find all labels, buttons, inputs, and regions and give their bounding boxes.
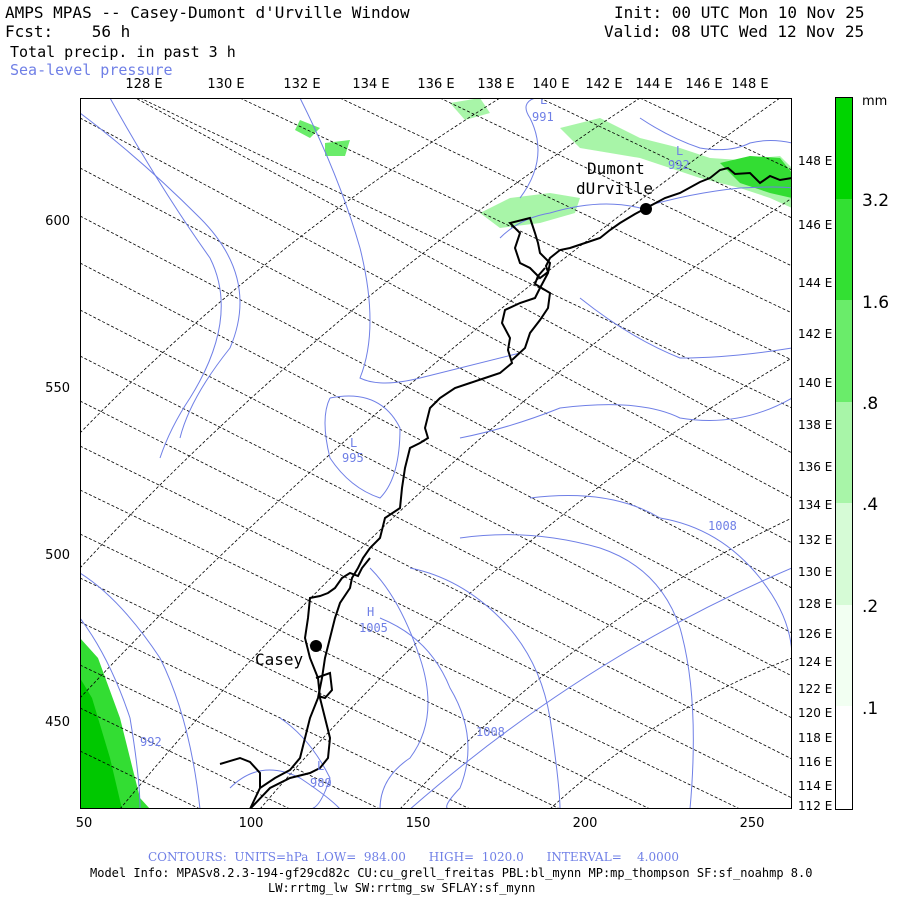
contour-info: CONTOURS: UNITS=hPa LOW= 984.00 HIGH= 10…	[148, 850, 679, 864]
right-tick: 124 E	[798, 655, 833, 669]
forecast-hour: Fcst: 56 h	[5, 22, 131, 41]
right-tick: 118 E	[798, 731, 833, 745]
precip-colorbar	[835, 97, 853, 810]
field-precip-label: Total precip. in past 3 h	[10, 43, 236, 61]
colorbar-label: 3.2	[862, 191, 890, 211]
bottom-tick: 250	[739, 816, 765, 831]
left-tick: 500	[45, 548, 70, 563]
field-slp-label: Sea-level pressure	[10, 61, 173, 79]
bottom-tick: 150	[405, 816, 431, 831]
pressure-center-value: 989	[310, 776, 332, 790]
colorbar-label: .1	[862, 699, 879, 719]
right-tick: 126 E	[798, 627, 833, 641]
right-tick: 138 E	[798, 418, 833, 432]
precip-area-north	[480, 193, 580, 228]
pressure-center-value: 992	[668, 158, 690, 172]
top-tick: 138 E	[477, 77, 515, 92]
top-tick: 144 E	[635, 77, 673, 92]
isobar-label: 1008	[708, 519, 737, 533]
precip-patch	[450, 98, 490, 120]
isobar-label: 1008	[476, 725, 505, 739]
colorbar-segment	[836, 605, 852, 706]
right-tick: 146 E	[798, 218, 833, 232]
top-tick: 134 E	[352, 77, 390, 92]
colorbar-segment	[836, 402, 852, 503]
right-tick: 140 E	[798, 376, 833, 390]
right-tick: 130 E	[798, 565, 833, 579]
model-info-physics: LW:rrtmg_lw SW:rrtmg_sw SFLAY:sf_mynn	[268, 881, 536, 895]
dumont-durville-station-marker[interactable]	[640, 203, 652, 215]
pressure-center-symbol: L	[676, 144, 683, 158]
right-tick: 144 E	[798, 276, 833, 290]
top-tick: 148 E	[731, 77, 769, 92]
top-tick: 130 E	[207, 77, 245, 92]
colorbar-segment	[836, 199, 852, 300]
colorbar-segment	[836, 300, 852, 402]
pressure-center-symbol: L	[350, 436, 357, 450]
colorbar-segment	[836, 706, 852, 809]
pressure-center-symbol: L	[540, 98, 547, 107]
map-frame	[80, 98, 792, 809]
colorbar-unit: mm	[862, 94, 888, 109]
precip-patch	[295, 120, 320, 138]
dumont-durville-label-line1: Dumont	[587, 159, 645, 178]
right-tick: 122 E	[798, 682, 833, 696]
right-tick: 112 E	[798, 799, 833, 813]
colorbar-label: .2	[862, 597, 879, 617]
map-title: AMPS MPAS -- Casey-Dumont d'Urville Wind…	[5, 3, 410, 22]
bottom-tick: 100	[238, 816, 264, 831]
valid-time: Valid: 08 UTC Wed 12 Nov 25	[604, 22, 865, 41]
pressure-center-symbol: L	[317, 759, 324, 773]
dumont-durville-label-line2: dUrville	[576, 179, 653, 198]
pressure-center-value: 1005	[359, 621, 388, 635]
right-tick: 128 E	[798, 597, 833, 611]
right-tick: 136 E	[798, 460, 833, 474]
right-tick: 148 E	[798, 154, 833, 168]
init-time: Init: 00 UTC Mon 10 Nov 25	[614, 3, 865, 22]
model-info: Model Info: MPASv8.2.3-194-gf29cd82c CU:…	[90, 866, 813, 880]
right-tick: 116 E	[798, 755, 833, 769]
casey-label: Casey	[255, 650, 304, 669]
pressure-center-symbol: H	[367, 605, 374, 619]
left-tick: 450	[45, 715, 70, 730]
top-tick: 136 E	[417, 77, 455, 92]
top-tick: 132 E	[283, 77, 321, 92]
top-tick: 146 E	[685, 77, 723, 92]
right-tick: 142 E	[798, 327, 833, 341]
top-tick: 140 E	[532, 77, 570, 92]
bottom-tick: 50	[75, 816, 93, 831]
colorbar-label: .8	[862, 394, 879, 414]
colorbar-segment	[836, 503, 852, 605]
coastline	[219, 166, 792, 809]
bottom-tick: 200	[572, 816, 598, 831]
colorbar-label: 1.6	[862, 293, 890, 313]
right-tick: 114 E	[798, 779, 833, 793]
pressure-labels: L 991 L 992 L 995 H 1005 1008 1008 992 L…	[140, 98, 737, 790]
isobars	[80, 98, 792, 809]
casey-station-marker[interactable]	[310, 640, 322, 652]
stations: Dumont dUrville Casey	[255, 159, 653, 669]
right-tick: 132 E	[798, 533, 833, 547]
precip-core-west	[80, 678, 122, 809]
colorbar-label: .4	[862, 495, 879, 515]
top-tick: 128 E	[125, 77, 163, 92]
map-panel: Dumont dUrville Casey L 991 L 992 L 995 …	[80, 98, 792, 809]
right-tick: 134 E	[798, 498, 833, 512]
right-tick: 120 E	[798, 706, 833, 720]
colorbar-segment	[836, 98, 852, 199]
pressure-center-value: 995	[342, 451, 364, 465]
pressure-center-value: 991	[532, 110, 554, 124]
precip-patch	[325, 140, 350, 156]
isobar-label: 992	[140, 735, 162, 749]
top-tick: 142 E	[585, 77, 623, 92]
left-tick: 550	[45, 381, 70, 396]
left-tick: 600	[45, 214, 70, 229]
